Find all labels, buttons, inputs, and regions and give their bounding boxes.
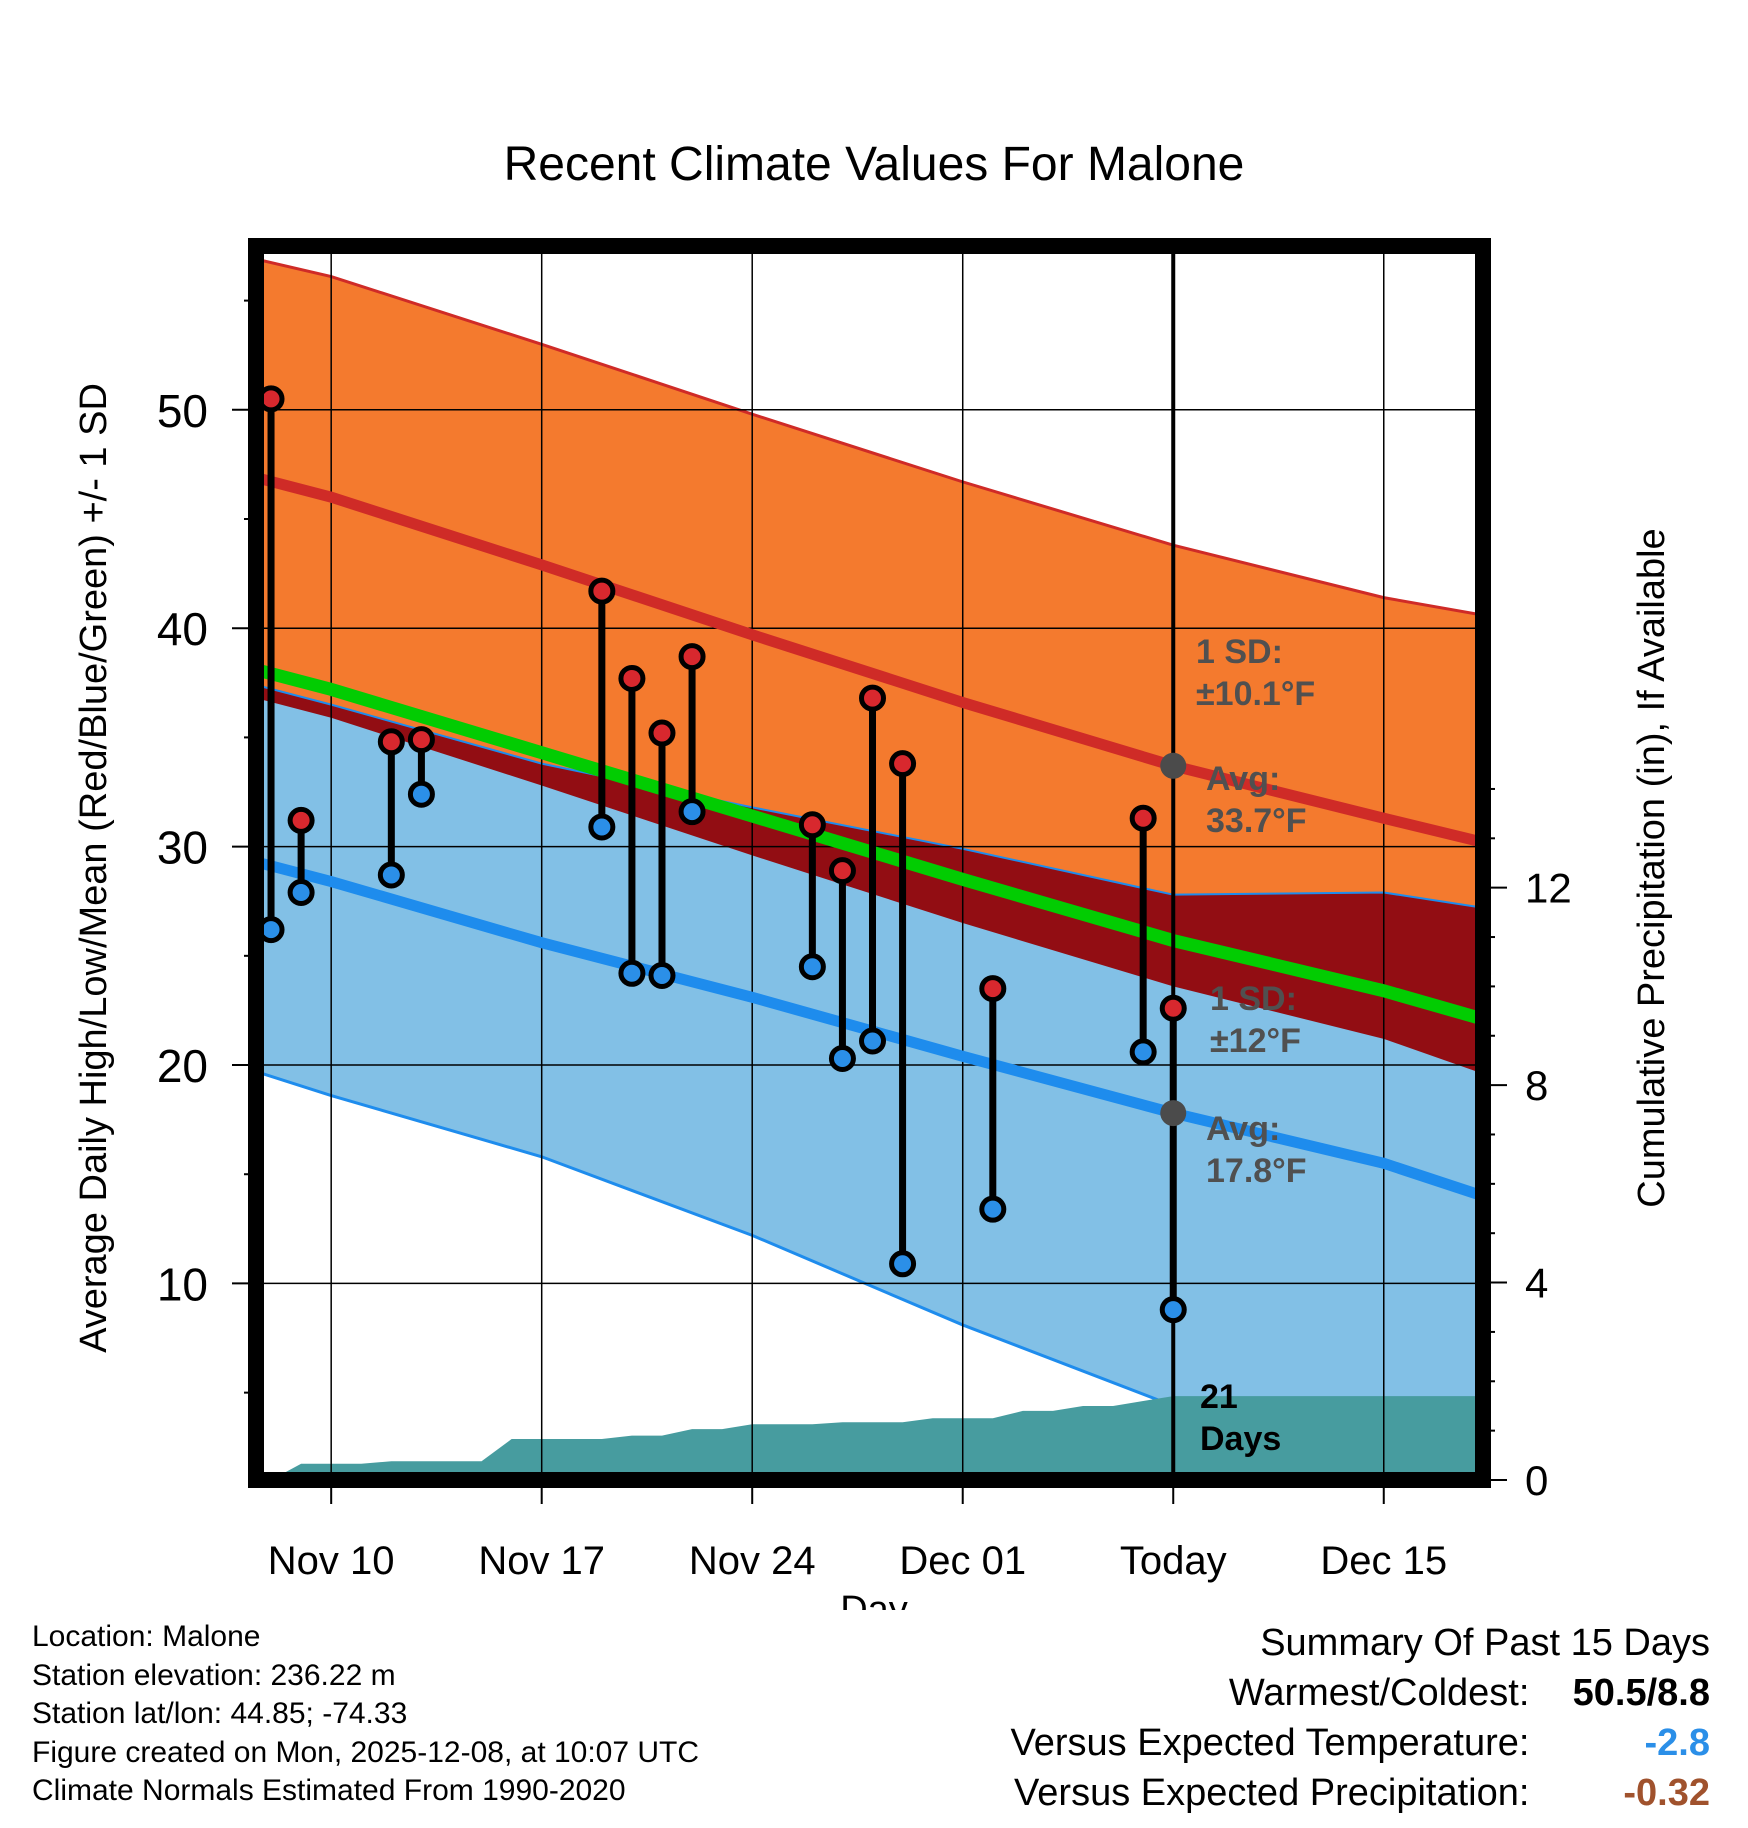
daily-high-point: [618, 664, 646, 692]
summary-value: 50.5/8.8: [1572, 1672, 1710, 1714]
x-tick-label: Nov 24: [689, 1539, 816, 1583]
daily-low-point: [828, 1044, 856, 1072]
summary-title: Summary Of Past 15 Days: [1260, 1622, 1710, 1664]
low-plus-sd-line: [256, 684, 1483, 909]
x-tick-label: Nov 10: [268, 1539, 395, 1583]
daily-low-point: [377, 861, 405, 889]
days-annotation: 21 Days: [1200, 1378, 1281, 1458]
mean-avg-line: [256, 663, 1483, 1026]
y-left-tick-label: 30: [157, 822, 208, 874]
daily-high-point: [798, 811, 826, 839]
y-left-tick-label: 40: [157, 603, 208, 655]
daily-low-point: [588, 813, 616, 841]
y-left-tick-label: 50: [157, 385, 208, 437]
chart-title: Recent Climate Values For Malone: [504, 138, 1245, 191]
summary-row-precipitation: Versus Expected Precipitation: -0.32: [1011, 1768, 1710, 1818]
high-avg-marker: [1160, 752, 1187, 779]
low-avg-line: [256, 856, 1483, 1202]
summary-panel: Summary Of Past 15 Days Warmest/Coldest:…: [1011, 1618, 1710, 1818]
daily-low-point: [287, 878, 315, 906]
x-tick-label: Dec 01: [899, 1539, 1026, 1583]
summary-row-warmest: Warmest/Coldest: 50.5/8.8: [1011, 1668, 1710, 1718]
y-left-tick-label: 10: [157, 1258, 208, 1310]
plot-frame: [248, 238, 1491, 1488]
daily-high-point: [377, 728, 405, 756]
daily-high-point: [287, 806, 315, 834]
summary-value: -0.32: [1623, 1772, 1710, 1814]
climate-chart: Recent Climate Values For Malone 1 SD: ±1…: [73, 138, 1673, 1610]
daily-high-point: [1159, 994, 1187, 1022]
y-right-tick-label: 8: [1525, 1062, 1548, 1109]
daily-high-point: [648, 719, 676, 747]
y-left-tick-label: 20: [157, 1040, 208, 1092]
summary-value: -2.8: [1644, 1722, 1710, 1764]
meta-latlon: Station lat/lon: 44.85; -74.33: [32, 1697, 408, 1730]
daily-low-point: [1129, 1038, 1157, 1066]
low-sd-annotation: 1 SD: ±12°F: [1210, 980, 1301, 1060]
daily-high-point: [1129, 804, 1157, 832]
daily-low-point: [798, 953, 826, 981]
high-avg-annotation: Avg: 33.7°F: [1206, 760, 1307, 840]
x-tick-label: Dec 15: [1320, 1539, 1447, 1583]
summary-label: Warmest/Coldest:: [1228, 1672, 1530, 1714]
meta-elevation: Station elevation: 236.22 m: [32, 1658, 396, 1692]
low-avg-marker: [1160, 1100, 1187, 1127]
x-tick-label: Nov 17: [478, 1539, 605, 1583]
meta-created: Figure created on Mon, 2025-12-08, at 10…: [32, 1735, 700, 1769]
daily-low-point: [648, 961, 676, 989]
y-right-tick-label: 0: [1525, 1457, 1548, 1504]
precipitation-area: [271, 1396, 1483, 1480]
daily-low-point: [678, 798, 706, 826]
y-right-tick-label: 12: [1525, 865, 1572, 912]
daily-low-point: [979, 1195, 1007, 1223]
high-sd-annotation: 1 SD: ±10.1°F: [1196, 633, 1315, 713]
daily-low-point: [407, 780, 435, 808]
daily-low-point: [1159, 1296, 1187, 1324]
daily-high-point: [979, 975, 1007, 1003]
meta-normals: Climate Normals Estimated From 1990-2020: [32, 1774, 626, 1807]
daily-low-point: [859, 1027, 887, 1055]
x-axis-label: Day: [840, 1589, 908, 1610]
y-right-tick-label: 4: [1525, 1260, 1548, 1307]
daily-low-point: [618, 959, 646, 987]
x-tick-label: Today: [1120, 1539, 1227, 1583]
meta-location: Location: Malone: [32, 1620, 261, 1653]
station-metadata: Location: Malone Station elevation: 236.…: [32, 1618, 699, 1811]
y-axis-left-label: Average Daily High/Low/Mean (Red/Blue/Gr…: [73, 383, 115, 1353]
daily-low-point: [889, 1250, 917, 1278]
low-avg-annotation: Avg: 17.8°F: [1206, 1110, 1307, 1190]
daily-high-point: [678, 643, 706, 671]
summary-label: Versus Expected Precipitation:: [1014, 1772, 1530, 1814]
daily-high-point: [859, 684, 887, 712]
high-plus-sd-line: [256, 257, 1483, 617]
summary-row-temperature: Versus Expected Temperature: -2.8: [1011, 1718, 1710, 1768]
daily-high-point: [588, 577, 616, 605]
daily-high-point: [828, 857, 856, 885]
y-axis-right-label: Cumulative Precipitation (in), If Availa…: [1631, 528, 1673, 1207]
daily-high-point: [889, 750, 917, 778]
summary-label: Versus Expected Temperature:: [1010, 1722, 1530, 1764]
high-avg-line: [256, 472, 1483, 848]
daily-high-point: [407, 726, 435, 754]
high-sd-band: [256, 259, 1483, 1074]
